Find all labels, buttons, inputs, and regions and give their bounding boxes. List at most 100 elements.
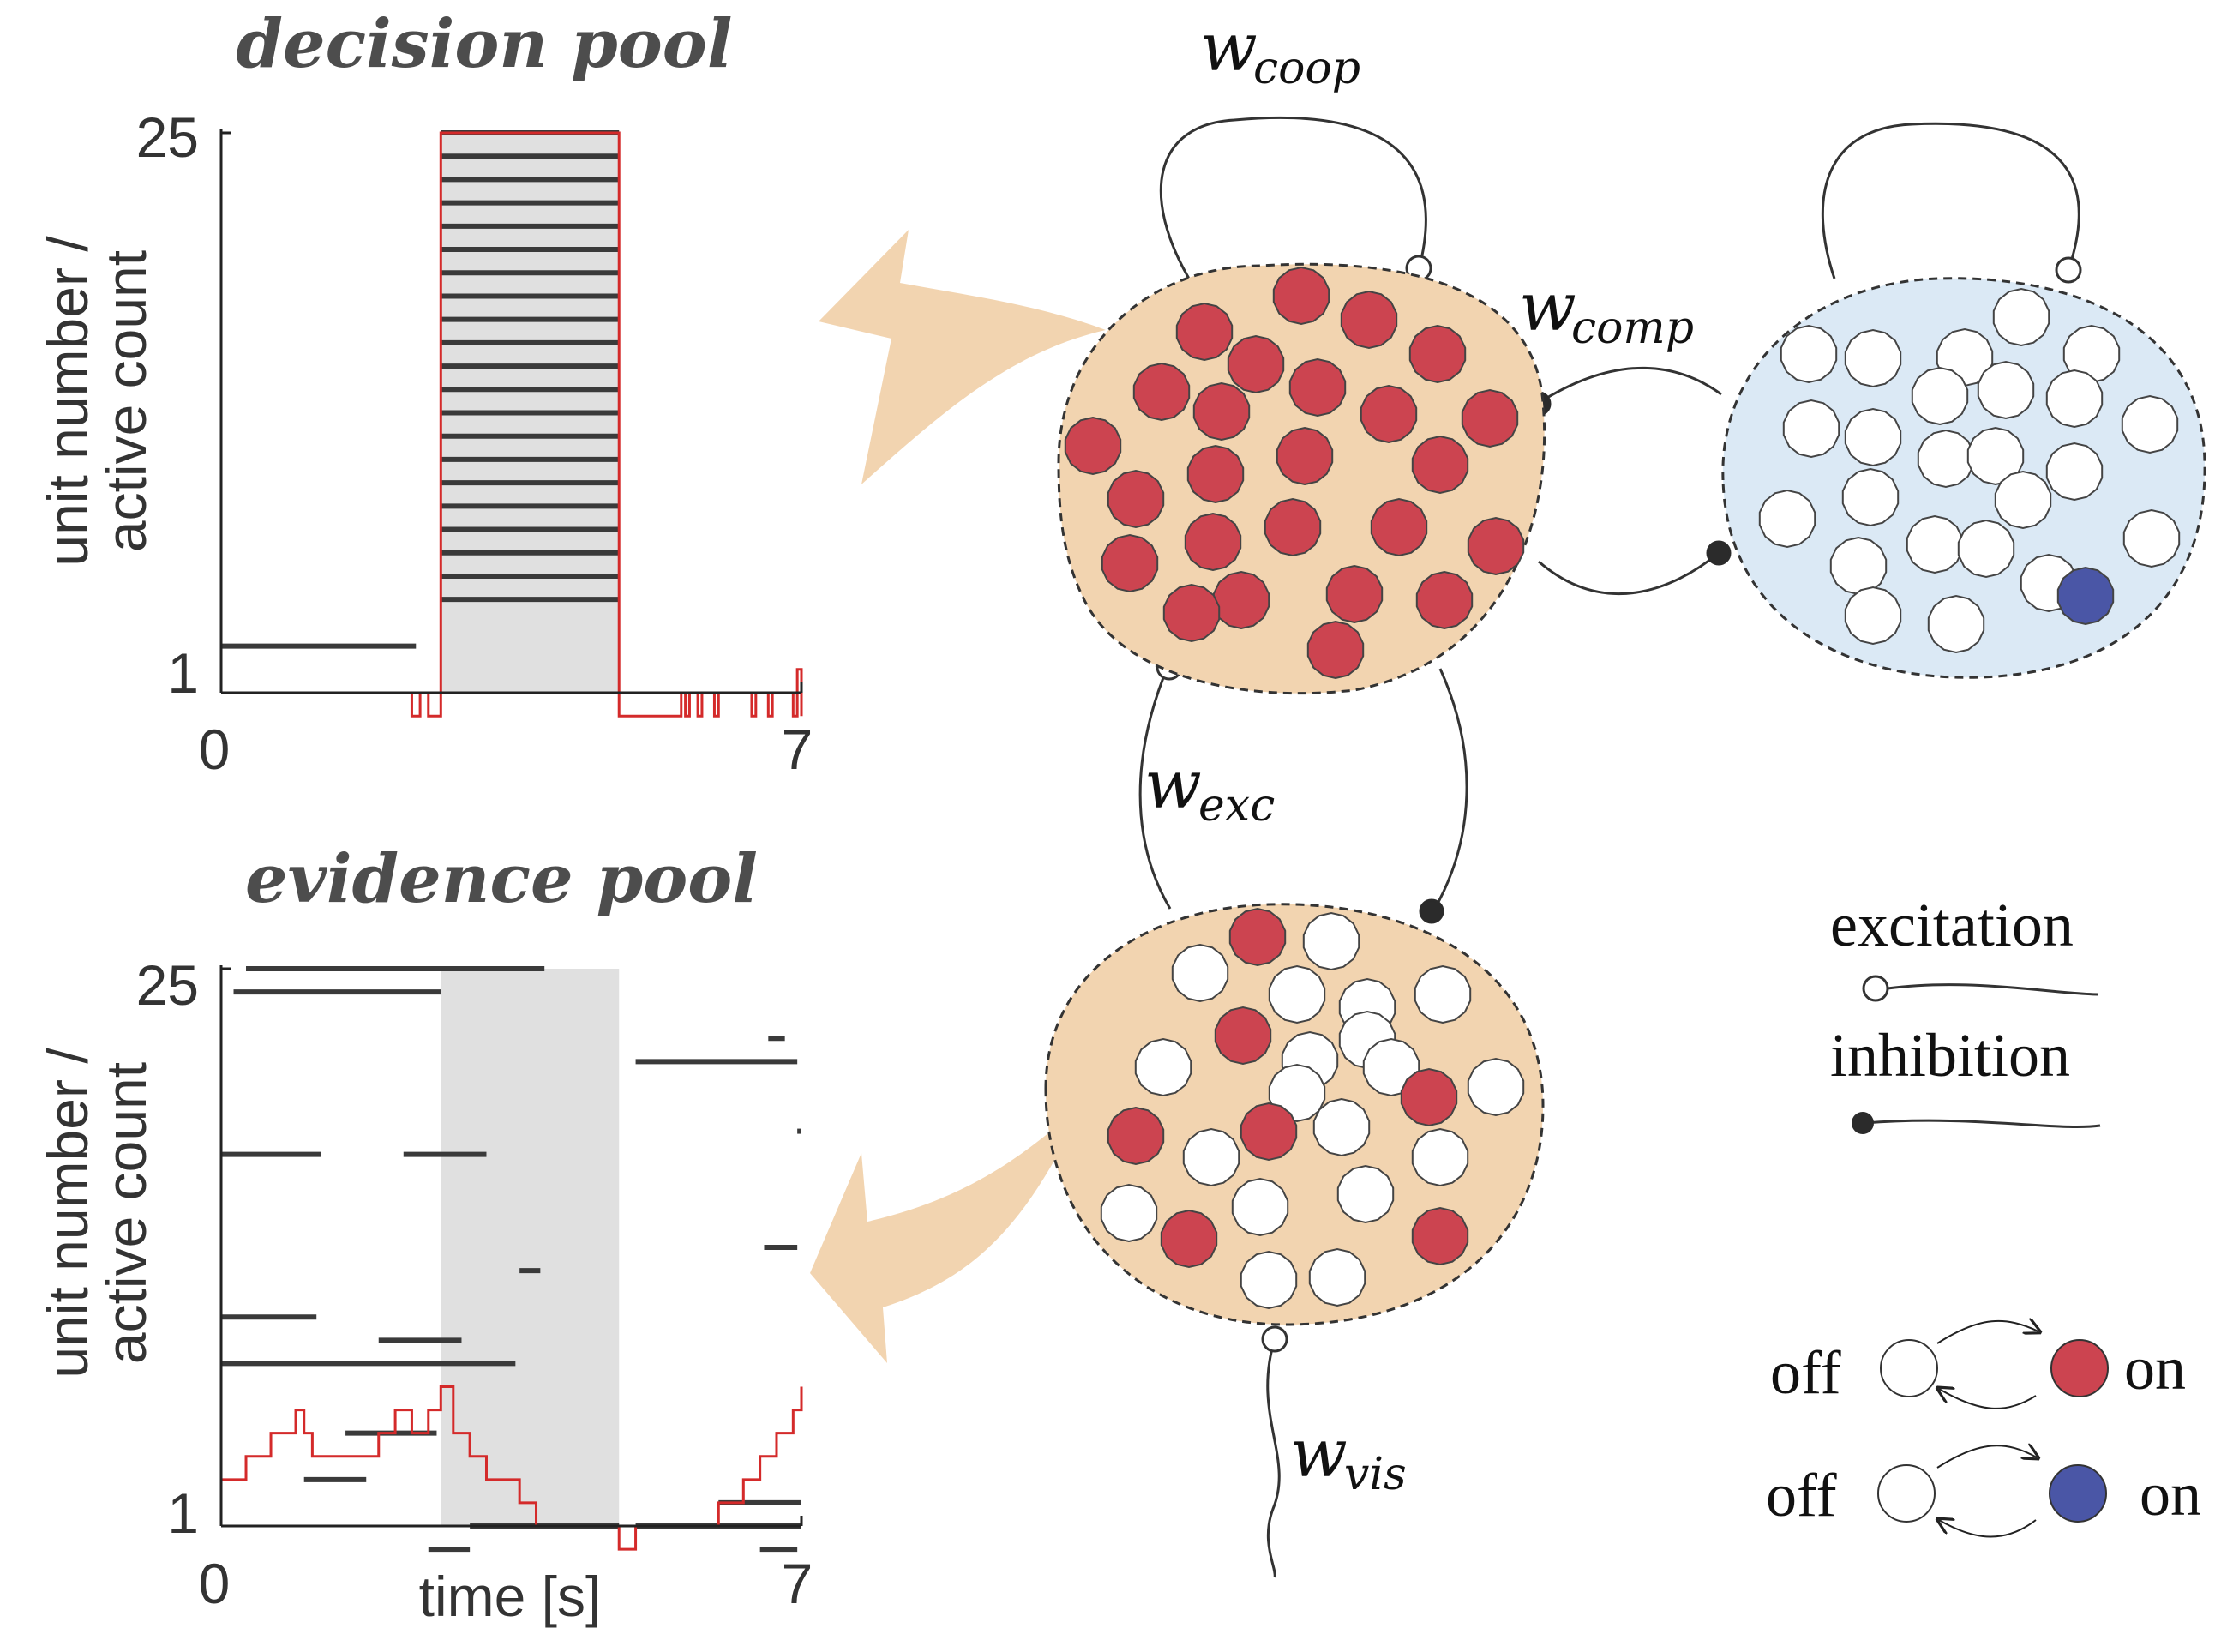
unit-on (1276, 426, 1334, 486)
comp-inhibition-terminal-right (1706, 540, 1732, 566)
w-exc-subscript: exc (1198, 780, 1275, 832)
unit-on (1160, 1209, 1218, 1269)
w-comp-label: w comp (1519, 269, 1694, 354)
w-vis-label: w vis (1290, 1415, 1407, 1500)
unit-on (1107, 469, 1165, 529)
unit-off (1268, 964, 1326, 1024)
unit-off (1992, 287, 2050, 347)
w-coop-symbol: w (1200, 9, 1258, 87)
legend-on-unit-blue (2049, 1464, 2107, 1523)
unit-off (1906, 514, 1964, 574)
unit-on (1184, 512, 1242, 572)
unit-on (1214, 1006, 1272, 1066)
exc-inhibition-terminal (1419, 898, 1444, 924)
evidence-ytick-bottom: 1 (167, 1481, 199, 1545)
decision-xtick-left: 0 (199, 718, 231, 781)
unit-off (1911, 366, 1969, 426)
evidence-ytick-top: 25 (136, 953, 199, 1017)
legend-on-arrow-2 (1936, 1445, 2037, 1469)
unit-on (1288, 357, 1347, 418)
active-count-trace (221, 131, 803, 718)
coop-loop-right (1821, 122, 2080, 279)
decision-ytick-bottom: 1 (167, 641, 199, 705)
shaded-interval (441, 969, 620, 1526)
unit-off (1844, 328, 1902, 388)
unit-off (1302, 911, 1360, 971)
legend-off-label-2: off (1766, 1461, 1837, 1529)
comp-arc-bottom (1538, 551, 1720, 595)
unit-on (1360, 384, 1418, 444)
unit-on (1415, 570, 1474, 630)
unit-off (1844, 586, 1902, 646)
unit-on (1064, 416, 1122, 476)
competitor-pool-blob (1721, 277, 2206, 679)
unit-on (1132, 362, 1191, 422)
coop-right-excitation-terminal (2055, 256, 2082, 284)
w-vis-symbol: w (1290, 1415, 1348, 1493)
w-comp-subscript: comp (1571, 303, 1694, 354)
unit-off (1917, 429, 1975, 489)
unit-on (1306, 620, 1365, 680)
evidence-ylabel-line2: active count (94, 1062, 158, 1364)
evidence-ylabel: unit number / active count (36, 1048, 158, 1379)
active-count-trace (221, 1385, 803, 1551)
unit-off (1182, 1127, 1240, 1187)
decision-panel-title: decision pool (237, 5, 733, 83)
unit-off (2062, 324, 2121, 384)
evidence-xlabel: time [s] (419, 1565, 602, 1628)
unit-off (1782, 399, 1840, 459)
unit-on (1192, 381, 1251, 442)
unit-off (1312, 1097, 1371, 1157)
unit-off (2121, 394, 2179, 454)
unit-on (1325, 564, 1384, 624)
legend-excitation-label: excitation (1830, 891, 2074, 959)
unit-on (1101, 533, 1159, 593)
unit-on (1340, 290, 1398, 350)
legend-inhibition-terminal (1852, 1112, 1874, 1134)
unit-off (1844, 407, 1902, 467)
legend-on-label-2: on (2140, 1460, 2201, 1529)
exc-arc-left (1138, 666, 1172, 910)
unit-on (1400, 1067, 1458, 1127)
evidence-xtick-left: 0 (199, 1552, 231, 1615)
vis-excitation-terminal (1261, 1325, 1288, 1353)
legend-inhibition-label: inhibition (1830, 1021, 2070, 1090)
decision-ylabel: unit number / active count (36, 236, 158, 567)
unit-off (1994, 470, 2052, 530)
w-comp-symbol: w (1519, 269, 1576, 346)
unit-on (1227, 334, 1285, 394)
legend-off-unit-2 (1877, 1464, 1936, 1523)
w-exc-label: w exc (1144, 747, 1275, 832)
evidence-readout-arrow (810, 1102, 1084, 1363)
evidence-ylabel-line1: unit number / (36, 1048, 99, 1379)
legend-inhibition-line (1864, 1119, 2101, 1128)
decision-ylabel-line1: unit number / (36, 236, 99, 567)
unit-on (1107, 1106, 1165, 1166)
unit-off (1957, 519, 2015, 579)
decision-readout-arrow (819, 230, 1106, 484)
legend-on-label-1: on (2124, 1334, 2186, 1403)
unit-off (2045, 442, 2104, 502)
vis-input-line (1266, 1338, 1281, 1578)
unit-off (1414, 964, 1472, 1024)
unit-off (1927, 594, 1985, 654)
unit-on (1411, 435, 1469, 495)
unit-off (2122, 508, 2181, 568)
unit-on (1228, 907, 1287, 967)
unit-off (1134, 1037, 1192, 1097)
decision-pool-blob (1057, 262, 1546, 695)
unit-on (1461, 388, 1519, 448)
unit-off (1758, 489, 1816, 549)
evidence-plot-area (219, 965, 803, 1553)
decision-panel: decision pool unit number / active count… (36, 5, 813, 781)
w-vis-subscript: vis (1344, 1449, 1407, 1500)
unit-on (2056, 566, 2115, 626)
coop-loop-left (1159, 116, 1427, 284)
exc-arc-right (1432, 668, 1468, 912)
decision-xtick-right: 7 (782, 718, 813, 781)
legend-on-unit-red (2050, 1339, 2109, 1397)
legend-on-arrow-1 (1936, 1321, 2038, 1344)
unit-off (1308, 1247, 1366, 1307)
decision-ylabel-line2: active count (94, 250, 158, 552)
